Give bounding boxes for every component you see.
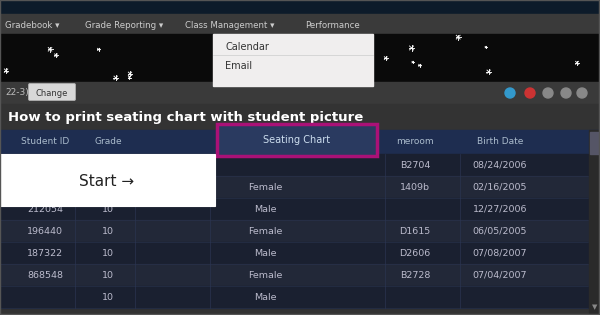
Bar (0, 104, 600, 130)
Circle shape (505, 88, 515, 98)
Text: B2728: B2728 (400, 271, 430, 279)
Text: 212054: 212054 (27, 204, 63, 214)
Bar (0, 130, 600, 154)
Bar (0, 198, 588, 220)
Text: 07/04/2007: 07/04/2007 (473, 271, 527, 279)
Text: 06/05/2005: 06/05/2005 (473, 226, 527, 236)
Bar (0, 14, 600, 34)
Text: 164328: 164328 (27, 182, 63, 192)
Text: 22-3): 22-3) (5, 89, 29, 98)
Text: 10: 10 (102, 249, 114, 257)
Bar (0, 220, 588, 242)
Text: Female: Female (248, 182, 282, 192)
Text: 12/27/2006: 12/27/2006 (473, 204, 527, 214)
Text: Calendar: Calendar (225, 42, 269, 52)
Bar (0, 154, 215, 206)
Bar (0, 0, 600, 14)
Text: 08/24/2006: 08/24/2006 (473, 161, 527, 169)
Text: meroom: meroom (396, 138, 434, 146)
Text: 196440: 196440 (27, 226, 63, 236)
Text: 10: 10 (102, 293, 114, 301)
Text: 10: 10 (102, 226, 114, 236)
Text: Male: Male (254, 293, 276, 301)
Text: Student ID: Student ID (21, 138, 69, 146)
Bar (0, 154, 588, 176)
Text: 1409b: 1409b (400, 182, 430, 192)
FancyBboxPatch shape (217, 124, 377, 156)
Text: Male: Male (254, 249, 276, 257)
Bar (0, 286, 588, 308)
Text: 12: 12 (102, 182, 114, 192)
Bar (590, 132, 599, 154)
Text: Grade Reporting ▾: Grade Reporting ▾ (85, 20, 163, 30)
Text: 02/16/2005: 02/16/2005 (473, 182, 527, 192)
Text: How to print seating chart with student picture: How to print seating chart with student … (8, 112, 363, 124)
Circle shape (561, 88, 571, 98)
Text: Male: Male (254, 204, 276, 214)
Text: Class Management ▾: Class Management ▾ (185, 20, 275, 30)
FancyBboxPatch shape (29, 83, 76, 100)
Text: Birth Date: Birth Date (477, 138, 523, 146)
Bar (589, 130, 600, 315)
Circle shape (577, 88, 587, 98)
Circle shape (543, 88, 553, 98)
Text: D1615: D1615 (400, 226, 431, 236)
Text: ▼: ▼ (592, 304, 597, 310)
Text: Email: Email (225, 61, 252, 71)
Text: Start →: Start → (79, 174, 134, 188)
Text: B2704: B2704 (400, 161, 430, 169)
Text: Female: Female (248, 271, 282, 279)
Circle shape (525, 88, 535, 98)
Text: Seating Chart: Seating Chart (263, 135, 331, 145)
Text: 10: 10 (102, 204, 114, 214)
Text: 868548: 868548 (27, 271, 63, 279)
Bar (0, 264, 588, 286)
Text: Female: Female (248, 226, 282, 236)
Text: Change: Change (36, 89, 68, 98)
Bar (0, 176, 588, 198)
Text: D2606: D2606 (400, 249, 431, 257)
Bar (373, 34, 600, 82)
Bar (0, 242, 588, 264)
Text: Gradebook ▾: Gradebook ▾ (5, 20, 59, 30)
Bar (213, 34, 373, 86)
Bar (0, 82, 600, 104)
Bar (0, 34, 213, 82)
Text: 07/08/2007: 07/08/2007 (473, 249, 527, 257)
Text: 187322: 187322 (27, 249, 63, 257)
Text: 10: 10 (102, 271, 114, 279)
Text: Performance: Performance (305, 20, 360, 30)
Text: Grade: Grade (94, 138, 122, 146)
